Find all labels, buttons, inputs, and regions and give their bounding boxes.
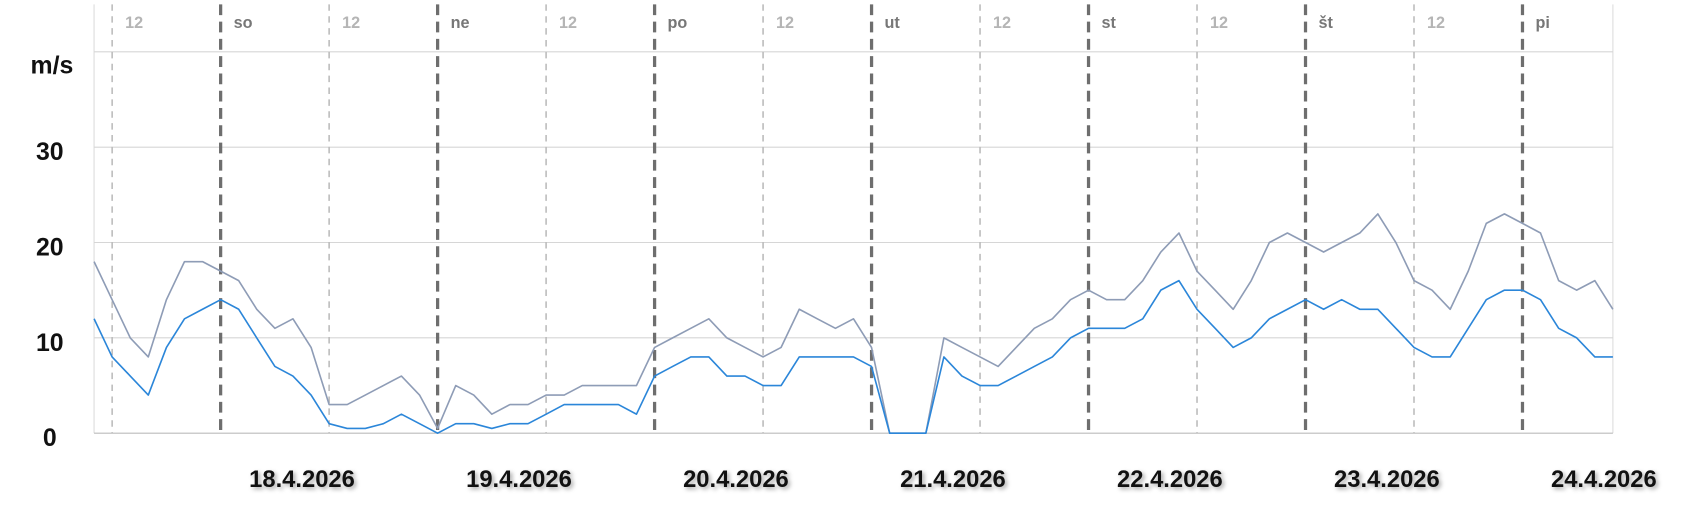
date-label: 18.4.2026 [249,466,355,493]
series-line [93,279,1613,434]
hour-label: 12 [776,14,794,32]
y-tick-label: 30 [36,139,64,166]
hour-label: 12 [342,14,360,32]
y-tick-label: 10 [36,330,64,357]
y-tick-label: 0 [43,425,57,452]
day-label: št [1318,14,1333,32]
hour-label: 12 [1427,14,1445,32]
date-label: 22.4.2026 [1117,466,1223,493]
day-label: ut [885,14,901,32]
day-label: so [234,14,253,32]
day-label: po [668,14,688,32]
date-label: 24.4.2026 [1551,466,1657,493]
day-label: ne [451,14,470,32]
hour-label: 12 [1210,14,1228,32]
y-tick-label: m/s [31,53,74,80]
date-label: 19.4.2026 [466,466,572,493]
day-label: st [1102,14,1117,32]
date-label: 20.4.2026 [683,466,789,493]
hour-label: 12 [125,14,143,32]
hour-label: 12 [993,14,1011,32]
series-line [93,213,1614,434]
y-tick-label: 20 [36,235,64,262]
hour-label: 12 [559,14,577,32]
date-label: 23.4.2026 [1334,466,1440,493]
date-label: 21.4.2026 [900,466,1006,493]
day-label: pi [1535,14,1549,32]
